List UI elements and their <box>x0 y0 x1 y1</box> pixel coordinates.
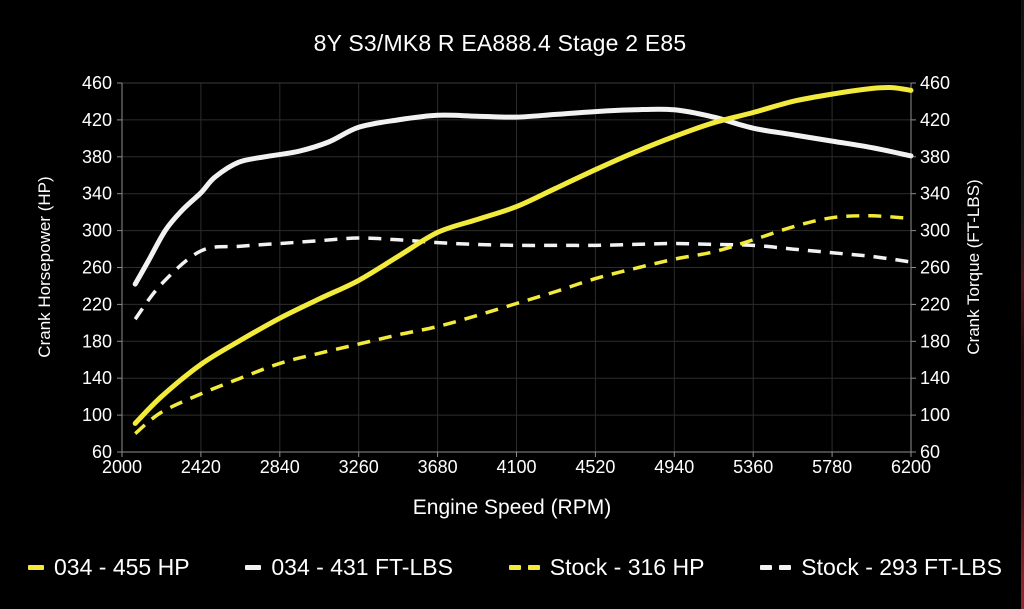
solid-line-marker-icon <box>28 564 44 570</box>
svg-text:60: 60 <box>92 442 112 462</box>
svg-text:380: 380 <box>82 147 112 167</box>
svg-text:260: 260 <box>920 258 950 278</box>
chart-legend: 034 - 455 HP 034 - 431 FT-LBS Stock - 31… <box>28 551 1002 583</box>
svg-text:220: 220 <box>920 294 950 314</box>
dashed-line-marker-icon <box>760 564 792 570</box>
svg-text:140: 140 <box>82 368 112 388</box>
svg-text:260: 260 <box>82 258 112 278</box>
svg-text:140: 140 <box>920 368 950 388</box>
svg-text:4940: 4940 <box>654 457 694 477</box>
svg-text:340: 340 <box>82 184 112 204</box>
svg-text:340: 340 <box>920 184 950 204</box>
legend-item-stock-hp: Stock - 316 HP <box>508 553 705 581</box>
svg-text:5360: 5360 <box>733 457 773 477</box>
svg-text:460: 460 <box>82 73 112 93</box>
legend-label: 034 - 455 HP <box>54 553 190 580</box>
x-axis-label: Engine Speed (RPM) <box>412 496 612 519</box>
chart-title: 8Y S3/MK8 R EA888.4 Stage 2 E85 <box>313 30 687 56</box>
svg-text:180: 180 <box>920 331 950 351</box>
svg-text:380: 380 <box>920 147 950 167</box>
svg-text:180: 180 <box>82 331 112 351</box>
svg-text:2840: 2840 <box>260 457 300 477</box>
svg-text:100: 100 <box>82 405 112 425</box>
svg-text:420: 420 <box>82 110 112 130</box>
svg-text:100: 100 <box>920 405 950 425</box>
svg-text:460: 460 <box>920 73 950 93</box>
svg-text:2420: 2420 <box>181 457 221 477</box>
legend-label: 034 - 431 FT-LBS <box>271 553 453 580</box>
svg-text:300: 300 <box>82 221 112 241</box>
right-edge-artifact <box>1021 0 1024 609</box>
svg-text:3680: 3680 <box>418 457 458 477</box>
solid-line-marker-icon <box>245 564 262 570</box>
legend-label: Stock - 316 HP <box>549 553 705 580</box>
svg-text:4100: 4100 <box>496 457 536 477</box>
svg-text:60: 60 <box>920 442 940 462</box>
dashed-line-marker-icon <box>508 564 540 570</box>
svg-text:3260: 3260 <box>339 457 379 477</box>
svg-text:5780: 5780 <box>812 457 852 477</box>
svg-text:300: 300 <box>920 221 950 241</box>
legend-item-stock-torque: Stock - 293 FT-LBS <box>760 554 1002 581</box>
svg-text:2000: 2000 <box>102 457 142 477</box>
legend-item-034-hp: 034 - 455 HP <box>28 554 190 581</box>
legend-item-034-torque: 034 - 431 FT-LBS <box>245 554 453 581</box>
legend-label: Stock - 293 FT-LBS <box>801 553 1002 580</box>
svg-text:6200: 6200 <box>891 457 931 477</box>
svg-text:420: 420 <box>920 110 950 130</box>
svg-text:220: 220 <box>82 294 112 314</box>
svg-text:4520: 4520 <box>575 457 615 477</box>
